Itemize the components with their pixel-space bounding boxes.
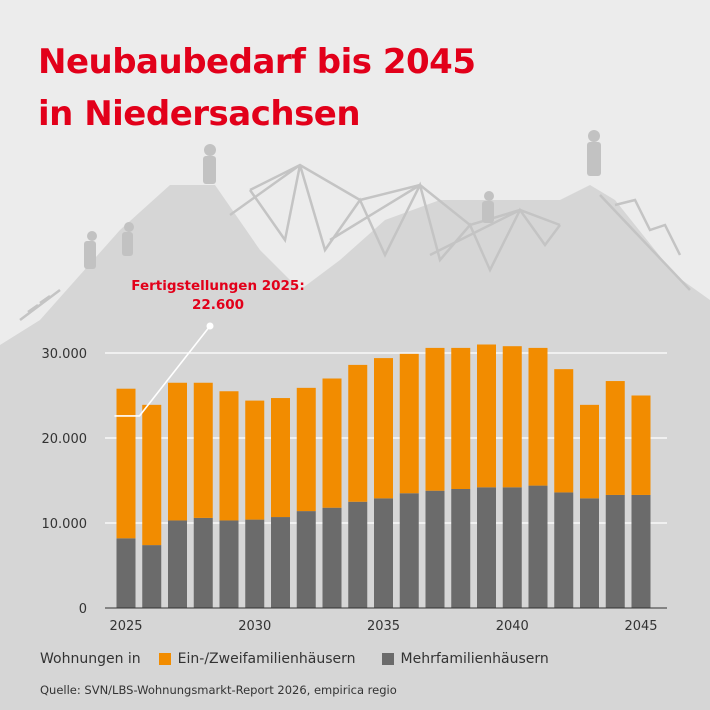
annotation-label: Fertigstellungen 2025: 22.600 [118, 277, 318, 315]
page-title: Neubaubedarf bis 2045 in Niedersachsen [38, 36, 476, 140]
worker-head [484, 191, 494, 201]
bar-segment [168, 520, 187, 608]
legend-swatch-orange [158, 653, 171, 665]
bar-segment [528, 347, 548, 486]
annotation-leader-line [114, 325, 211, 417]
bar-segment [245, 519, 265, 608]
bar-segment [193, 382, 213, 518]
bar-segment [322, 507, 342, 608]
bar-segment [142, 404, 162, 546]
title-line-1: Neubaubedarf bis 2045 [38, 42, 476, 82]
x-tick-label: 2035 [367, 619, 400, 634]
worker-body [84, 241, 96, 269]
bar-segment [631, 494, 651, 608]
bar-segment [554, 492, 574, 608]
bar-segment [142, 545, 162, 608]
bar-segment [502, 346, 522, 488]
bar-segment [271, 398, 290, 518]
bar-segment [374, 358, 393, 499]
worker-figures [84, 130, 601, 269]
bar-segment [631, 395, 651, 495]
bar-segment [116, 388, 136, 539]
x-tick-label: 2040 [496, 619, 529, 634]
chart-legend: Wohnungen in Ein-/Zweifamilienhäusern Me… [40, 651, 549, 667]
bar-segment [425, 347, 445, 491]
bar-segment [605, 381, 625, 495]
y-tick-label: 30.000 [42, 347, 88, 362]
worker-body [203, 156, 216, 184]
bar-segment [271, 517, 290, 608]
bar-segment [116, 538, 136, 608]
legend-title: Wohnungen in [40, 651, 141, 667]
y-tick-label: 10.000 [42, 517, 88, 532]
worker-body [122, 232, 133, 256]
bar-segment [322, 378, 342, 508]
bar-segment [528, 485, 548, 608]
bar-segment [605, 494, 625, 608]
y-tick-label: 0 [79, 602, 87, 617]
x-tick-label: 2030 [238, 619, 271, 634]
bar-segment [348, 501, 368, 608]
legend-item-mehrfamilienhaeuser: Mehrfamilienhäusern [381, 651, 549, 667]
bar-segment [451, 489, 471, 608]
bar-segment [296, 511, 316, 608]
bar-segment [477, 487, 496, 608]
bar-segment [245, 400, 265, 520]
roof-truss-lattice [19, 163, 691, 321]
worker-body [587, 142, 601, 176]
title-line-2: in Niedersachsen [38, 94, 361, 134]
bar-segment [477, 344, 496, 488]
bar-segment [296, 387, 316, 512]
bar-segment [425, 490, 445, 608]
x-axis-tick-labels: 2025 2030 2035 2040 2045 [109, 619, 657, 634]
annotation-label-line-1: Fertigstellungen 2025: [131, 278, 305, 294]
bar-segment [193, 517, 213, 608]
bar-segment [580, 498, 599, 608]
x-tick-label: 2045 [624, 619, 657, 634]
worker-body [482, 201, 494, 223]
bar-segment [554, 369, 574, 493]
bar-segment [374, 498, 393, 608]
bar-segment [219, 391, 239, 521]
bar-segment [219, 520, 239, 608]
y-axis-tick-labels: 0 10.000 20.000 30.000 [42, 347, 88, 617]
source-note: Quelle: SVN/LBS-Wohnungsmarkt-Report 202… [40, 683, 397, 697]
bar-segment [451, 347, 471, 489]
worker-head [124, 222, 134, 232]
annotation-label-line-2: 22.600 [191, 297, 245, 313]
annotation-dot [206, 322, 214, 330]
worker-head [588, 130, 600, 142]
bar-segment [168, 382, 187, 521]
bar-segment [580, 404, 599, 499]
bar-segment [502, 487, 522, 608]
x-tick-label: 2025 [109, 619, 142, 634]
legend-label-ein-zweifamilienhaeuser: Ein-/Zweifamilienhäusern [177, 651, 356, 667]
legend-label-mehrfamilienhaeuser: Mehrfamilienhäusern [400, 651, 549, 667]
legend-swatch-gray [381, 653, 394, 665]
legend-item-ein-zweifamilienhaeuser: Ein-/Zweifamilienhäusern [158, 651, 356, 667]
y-tick-label: 20.000 [42, 432, 88, 447]
bar-segment [399, 493, 419, 608]
bar-segment [399, 353, 419, 494]
worker-head [204, 144, 216, 156]
bar-segment [348, 364, 368, 502]
bar-series [116, 344, 651, 608]
worker-head [87, 231, 97, 241]
